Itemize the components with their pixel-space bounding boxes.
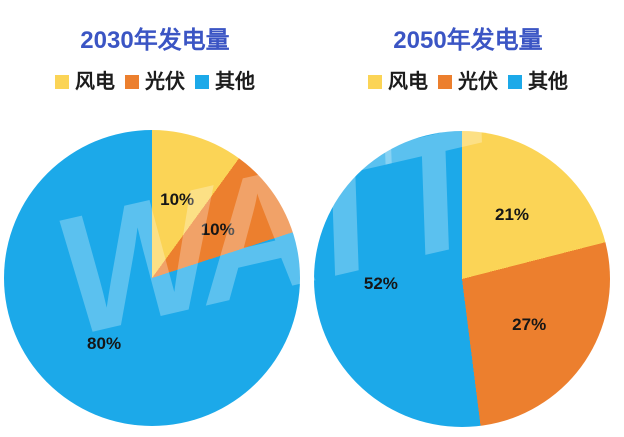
legend-2030: 风电 光伏 其他 bbox=[0, 72, 310, 92]
pie-2030: 10% 10% 80% bbox=[4, 130, 300, 426]
legend-item-other: 其他 bbox=[195, 72, 255, 92]
solar-swatch-icon bbox=[125, 75, 139, 89]
wind-swatch-icon bbox=[368, 75, 382, 89]
legend-item-other: 其他 bbox=[508, 72, 568, 92]
legend-label-solar: 光伏 bbox=[458, 71, 498, 93]
legend-label-solar: 光伏 bbox=[145, 71, 185, 93]
legend-label-other: 其他 bbox=[215, 71, 255, 93]
slice-label: 27% bbox=[512, 314, 547, 334]
legend-label-wind: 风电 bbox=[75, 71, 115, 93]
chart-title-2050: 2050年发电量 bbox=[393, 27, 543, 54]
slice-label: 21% bbox=[495, 204, 530, 224]
legend-item-solar: 光伏 bbox=[438, 72, 498, 92]
legend-item-wind: 风电 bbox=[55, 72, 115, 92]
solar-swatch-icon bbox=[438, 75, 452, 89]
wind-swatch-icon bbox=[55, 75, 69, 89]
chart-title-2030: 2030年发电量 bbox=[80, 27, 230, 54]
pie-2050: 21% 27% 52% bbox=[314, 131, 610, 427]
chart-2030: 2030年发电量 风电 光伏 其他 10% 10% 80% bbox=[0, 0, 310, 426]
slice-label: 10% bbox=[160, 190, 195, 210]
legend-item-wind: 风电 bbox=[368, 72, 428, 92]
slice-label: 52% bbox=[363, 274, 398, 294]
legend-label-other: 其他 bbox=[528, 71, 568, 93]
slice-label: 10% bbox=[200, 220, 235, 240]
slice-label: 80% bbox=[87, 333, 122, 353]
chart-2050: 2050年发电量 风电 光伏 其他 21% 27% 52% bbox=[312, 0, 624, 427]
legend-2050: 风电 光伏 其他 bbox=[312, 72, 624, 92]
legend-item-solar: 光伏 bbox=[125, 72, 185, 92]
legend-label-wind: 风电 bbox=[388, 71, 428, 93]
other-swatch-icon bbox=[195, 75, 209, 89]
other-swatch-icon bbox=[508, 75, 522, 89]
